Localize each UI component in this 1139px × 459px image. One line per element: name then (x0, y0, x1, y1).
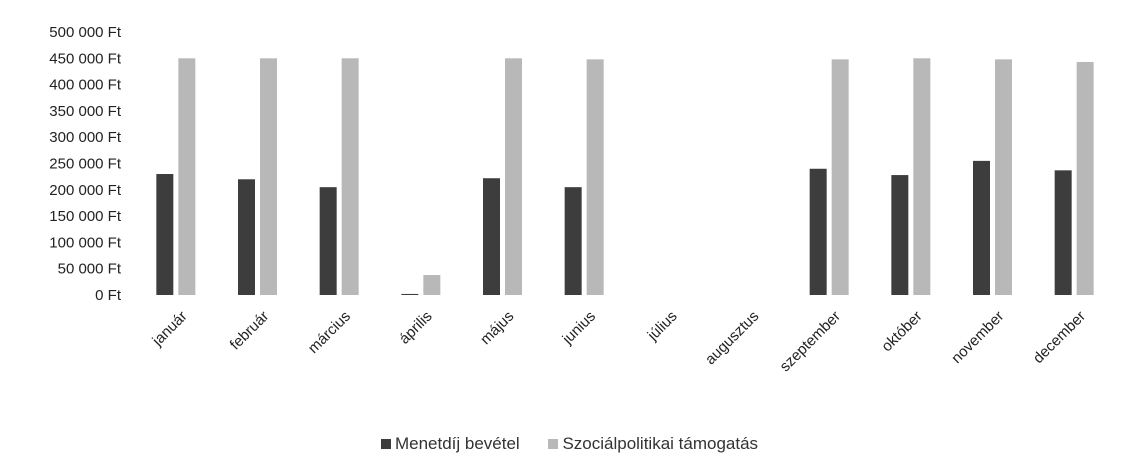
bar-series-2-6 (586, 59, 604, 295)
x-tick-label: február (227, 308, 273, 354)
legend-item-series-1: Menetdíj bevétel (380, 434, 520, 454)
legend-swatch-series-1 (380, 439, 391, 449)
x-tick-label: december (1030, 308, 1089, 367)
bar-series-1-5 (483, 178, 500, 295)
x-tick-label: április (396, 308, 436, 348)
y-tick-label: 500 000 Ft (49, 24, 122, 41)
x-axis-labels: január február március április május junius jú… (148, 308, 1089, 375)
x-tick-label: január (148, 308, 190, 350)
x-tick-label: október (878, 308, 925, 355)
bar-series-2-9 (831, 59, 849, 295)
bar-series-2-5 (505, 58, 522, 295)
x-tick-label: március (305, 308, 354, 357)
y-tick-label: 150 000 Ft (49, 208, 122, 225)
bar-series-1-6 (564, 187, 582, 295)
y-tick-label: 450 000 Ft (49, 50, 122, 67)
bar-series-1-1 (156, 174, 174, 295)
bar-series-1-10 (891, 175, 909, 295)
y-axis-labels: 0 Ft 50 000 Ft 100 000 Ft 150 000 Ft 200 000… (49, 24, 122, 304)
legend: Menetdíj bevétel Szociálpolitikai támoga… (0, 434, 1139, 454)
legend-swatch-series-2 (548, 439, 559, 449)
x-tick-label: november (948, 308, 1007, 367)
bar-series-2-3 (341, 58, 359, 295)
bar-series-1-2 (238, 179, 255, 295)
bar-series-2-1 (178, 58, 196, 295)
y-tick-label: 50 000 Ft (58, 261, 122, 278)
x-tick-label: július (644, 308, 681, 345)
bar-series-1-4 (401, 293, 419, 295)
x-tick-label: junius (559, 308, 599, 348)
bar-series-2-10 (913, 58, 931, 295)
y-tick-label: 300 000 Ft (49, 129, 122, 146)
bar-series-2-2 (260, 58, 277, 295)
y-tick-label: 350 000 Ft (49, 103, 122, 120)
legend-item-series-2: Szociálpolitikai támogatás (548, 434, 758, 454)
bar-series-2-11 (995, 59, 1012, 295)
bar-series-1-3 (319, 187, 337, 295)
bar-series-1-9 (809, 168, 827, 295)
x-tick-label: szeptember (777, 308, 844, 375)
x-tick-label: augusztus (702, 308, 762, 368)
y-tick-label: 400 000 Ft (49, 77, 122, 94)
bar-series-2-4 (423, 275, 441, 295)
bar-series-1-11 (973, 160, 990, 295)
y-tick-label: 0 Ft (95, 287, 122, 304)
y-tick-label: 200 000 Ft (49, 182, 122, 199)
bar-series-2-12 (1076, 61, 1094, 296)
legend-label-series-1: Menetdíj bevétel (394, 434, 520, 453)
x-tick-label: május (477, 308, 517, 348)
legend-label-series-2: Szociálpolitikai támogatás (562, 434, 759, 453)
bars (156, 58, 1094, 296)
y-tick-label: 250 000 Ft (49, 156, 122, 173)
y-tick-label: 100 000 Ft (49, 234, 122, 251)
bar-series-1-12 (1054, 170, 1072, 295)
